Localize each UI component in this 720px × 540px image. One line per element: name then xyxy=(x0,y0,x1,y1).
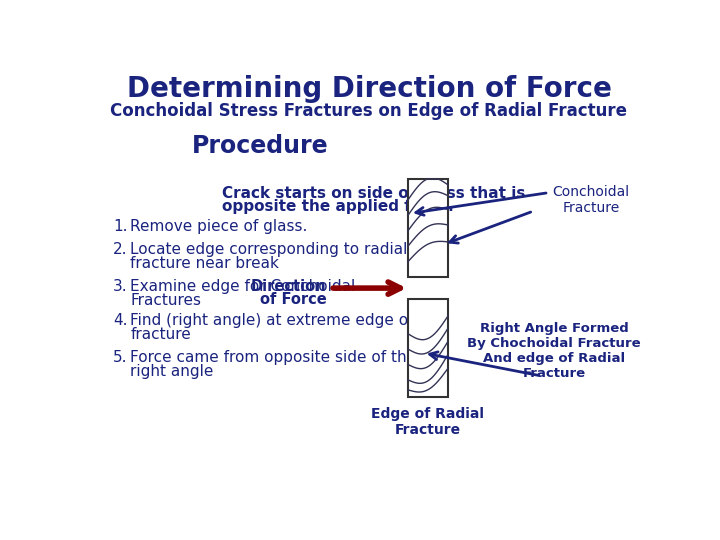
Text: Direction: Direction xyxy=(251,279,326,294)
Text: Crack starts on side of glass that is: Crack starts on side of glass that is xyxy=(222,186,525,201)
Text: Locate edge corresponding to radial: Locate edge corresponding to radial xyxy=(130,242,408,257)
Text: Fractures: Fractures xyxy=(130,293,202,308)
Text: of Force: of Force xyxy=(260,292,326,307)
Text: Conchoidal Stress Fractures on Edge of Radial Fracture: Conchoidal Stress Fractures on Edge of R… xyxy=(110,102,628,120)
Text: Procedure: Procedure xyxy=(192,134,329,158)
Text: opposite the applied force.: opposite the applied force. xyxy=(222,199,454,214)
Text: fracture near break: fracture near break xyxy=(130,256,279,271)
Text: 2.: 2. xyxy=(113,242,127,257)
Text: 5.: 5. xyxy=(113,350,127,364)
Bar xyxy=(408,179,448,278)
Text: Edge of Radial
Fracture: Edge of Radial Fracture xyxy=(372,407,485,437)
Text: Force came from opposite side of the: Force came from opposite side of the xyxy=(130,350,416,364)
Text: fracture: fracture xyxy=(130,327,191,342)
Text: Find (right angle) at extreme edge of: Find (right angle) at extreme edge of xyxy=(130,313,414,328)
Text: 1.: 1. xyxy=(113,219,127,234)
Text: Remove piece of glass.: Remove piece of glass. xyxy=(130,219,307,234)
Text: Right Angle Formed
By Chochoidal Fracture
And edge of Radial
Fracture: Right Angle Formed By Chochoidal Fractur… xyxy=(467,322,641,380)
Text: Determining Direction of Force: Determining Direction of Force xyxy=(127,76,611,104)
Text: Conchoidal
Fracture: Conchoidal Fracture xyxy=(553,185,630,215)
Text: 4.: 4. xyxy=(113,313,127,328)
Text: right angle: right angle xyxy=(130,363,214,379)
Text: Examine edge for Conchoidal: Examine edge for Conchoidal xyxy=(130,279,356,294)
Text: 3.: 3. xyxy=(113,279,128,294)
Bar xyxy=(408,299,448,397)
